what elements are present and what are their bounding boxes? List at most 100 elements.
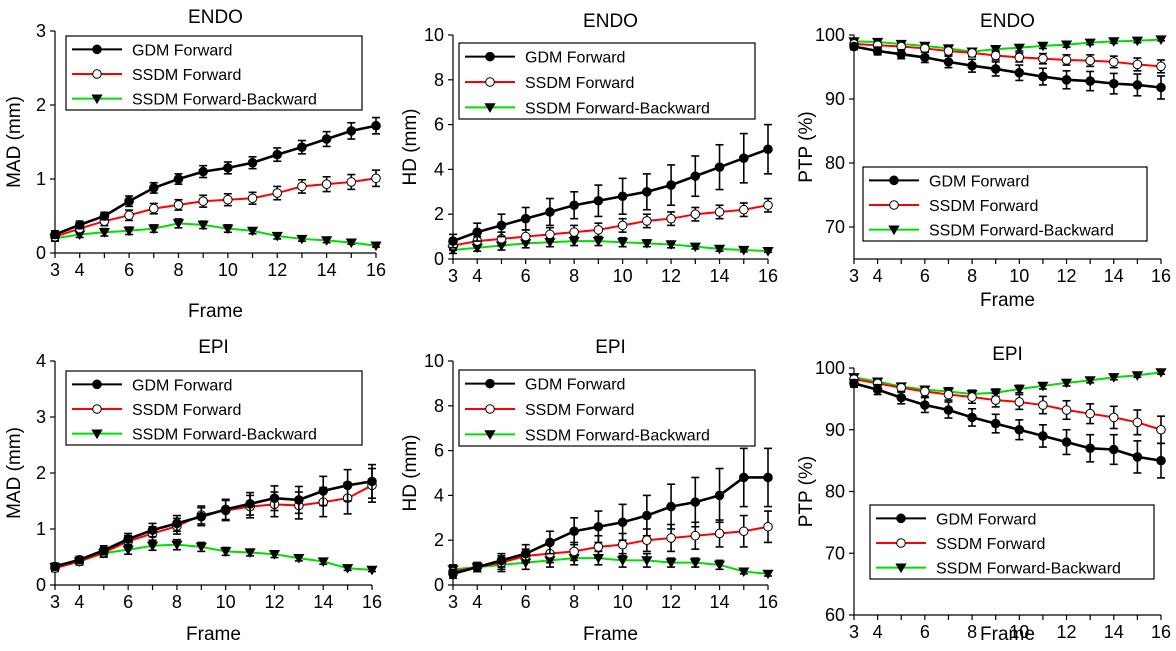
y-tick-label: 0: [36, 575, 46, 595]
y-tick-label: 70: [825, 543, 845, 563]
y-tick-label: 0: [434, 575, 444, 595]
legend-label: GDM Forward: [929, 173, 1029, 190]
chart-title: ENDO: [980, 11, 1035, 32]
x-tick-label: 8: [173, 260, 183, 280]
x-tick-label: 14: [317, 260, 337, 280]
series-gdm-forward: [449, 125, 773, 248]
data-point: [873, 385, 882, 394]
data-point: [521, 549, 530, 558]
legend-marker: [890, 201, 899, 210]
x-tick-label: 4: [74, 592, 84, 612]
data-point: [968, 393, 977, 402]
y-axis-label: HD (mm): [400, 108, 421, 185]
data-point: [897, 393, 906, 402]
legend-marker: [486, 379, 495, 388]
legend-marker: [897, 539, 906, 548]
data-point: [618, 540, 627, 549]
x-tick-label: 12: [661, 266, 681, 286]
data-point: [715, 491, 724, 500]
x-tick-label: 6: [521, 266, 531, 286]
legend-marker: [93, 70, 102, 79]
data-point: [473, 228, 482, 237]
x-tick-label: 4: [873, 266, 883, 286]
data-point: [764, 473, 773, 482]
y-tick-label: 80: [825, 482, 845, 502]
legend-label: SSDM Forward-Backward: [132, 92, 317, 109]
x-axis-label: Frame: [188, 301, 243, 322]
data-point: [75, 556, 84, 565]
x-tick-label: 10: [613, 266, 633, 286]
x-tick-label: 3: [50, 592, 60, 612]
legend-marker: [93, 45, 102, 54]
series-gdm-forward: [850, 379, 1166, 478]
y-tick-label: 10: [424, 351, 444, 371]
x-tick-label: 3: [50, 260, 60, 280]
x-tick-label: 6: [920, 622, 930, 642]
data-point: [273, 150, 282, 159]
data-point: [224, 164, 233, 173]
chart-panel-6: 607080901003 4 6 8 10 12 14 16EPIFramePTP (%) GD…: [796, 344, 1171, 645]
data-point: [897, 50, 906, 59]
x-tick-label: 8: [967, 266, 977, 286]
legend-label: SSDM Forward-Backward: [525, 100, 710, 117]
data-point: [1133, 418, 1142, 427]
x-tick-label: 3: [448, 266, 458, 286]
x-tick-label: 10: [613, 592, 633, 612]
data-point: [199, 197, 208, 206]
data-point: [298, 143, 307, 152]
x-tick-label: 10: [216, 592, 236, 612]
data-point: [618, 192, 627, 201]
data-point: [197, 512, 206, 521]
y-tick-label: 100: [815, 358, 845, 378]
legend-label: SSDM Forward-Backward: [525, 427, 710, 444]
data-point: [298, 182, 307, 191]
x-tick-label: 16: [758, 266, 778, 286]
legend-label: GDM Forward: [936, 511, 1036, 528]
series-ssdm-forward: [51, 469, 377, 573]
data-point: [691, 210, 700, 219]
data-point: [850, 379, 859, 388]
x-tick-label: 14: [1104, 266, 1124, 286]
data-point: [1039, 54, 1048, 63]
x-axis-label: Frame: [583, 624, 638, 645]
data-point: [764, 201, 773, 210]
legend-label: SSDM Forward: [132, 402, 241, 419]
y-tick-label: 2: [434, 530, 444, 550]
data-point: [372, 174, 381, 183]
data-point: [75, 221, 84, 230]
data-point: [173, 519, 182, 528]
y-tick-label: 3: [36, 21, 46, 41]
x-tick-label: 12: [267, 260, 287, 280]
data-point: [921, 53, 930, 62]
y-tick-label: 2: [434, 204, 444, 224]
data-point: [125, 197, 134, 206]
data-point: [715, 208, 724, 217]
data-point: [643, 188, 652, 197]
data-point: [570, 228, 579, 237]
x-tick-label: 14: [313, 592, 333, 612]
series-ssdm-forward-backward: [849, 369, 1166, 399]
data-point: [149, 184, 158, 193]
data-point: [1133, 60, 1142, 69]
data-point: [347, 127, 356, 136]
data-point: [124, 535, 133, 544]
data-point: [739, 205, 748, 214]
data-point: [1133, 453, 1142, 462]
data-point: [594, 196, 603, 205]
data-point: [968, 61, 977, 70]
y-tick-label: 4: [36, 351, 46, 371]
data-point: [873, 47, 882, 56]
x-axis-label: Frame: [980, 290, 1035, 311]
data-point: [149, 204, 158, 213]
data-point: [1039, 401, 1048, 410]
data-point: [715, 163, 724, 172]
y-axis-label: HD (mm): [400, 434, 421, 511]
data-point: [570, 201, 579, 210]
chart-panel-1: 01233 4 6 8 10 12 14 16ENDOFrameMAD (mm)GDM For…: [4, 7, 386, 322]
data-point: [991, 51, 1000, 60]
data-point: [224, 195, 233, 204]
legend-label: GDM Forward: [132, 42, 232, 59]
data-point: [295, 496, 304, 505]
data-point: [1015, 398, 1024, 407]
